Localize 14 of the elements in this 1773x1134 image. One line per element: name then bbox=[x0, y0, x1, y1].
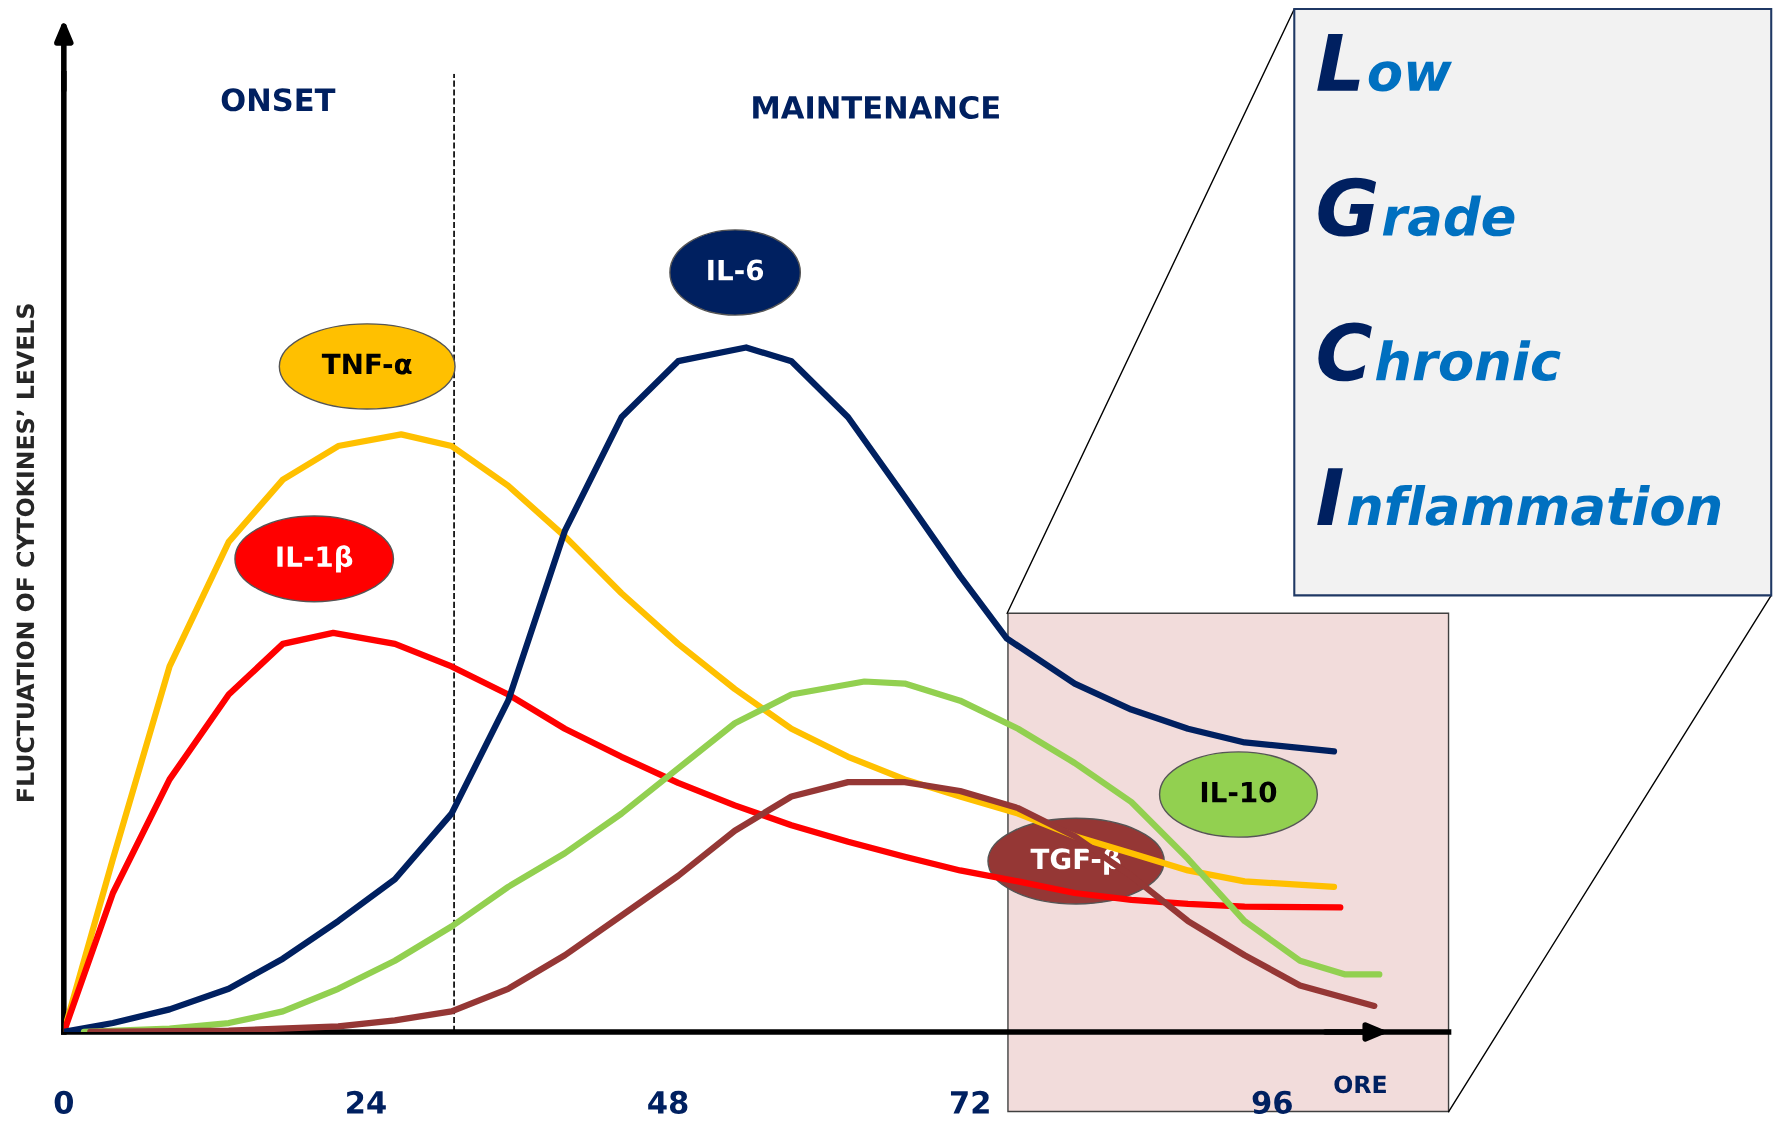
x-tick-label: 48 bbox=[648, 1090, 688, 1114]
x-tick-label: 96 bbox=[1252, 1090, 1292, 1114]
y-axis-title: FLUCTUATION OF CYTOKINES’ LEVELS bbox=[16, 304, 35, 801]
text: IL-1β bbox=[277, 545, 353, 573]
x-tick-label: 24 bbox=[347, 1090, 386, 1114]
x-tick-label: 72 bbox=[950, 1090, 989, 1114]
x-tick-label: 0 bbox=[54, 1090, 73, 1114]
series-label: IL-10 bbox=[1201, 781, 1277, 803]
text: IL-6 bbox=[708, 259, 764, 281]
x-axis-title: ORE bbox=[1334, 1075, 1386, 1094]
text: Low Grade Chronic Inflammation bbox=[1317, 34, 1721, 526]
text: ONSET bbox=[221, 88, 336, 112]
text: MAINTENANCE bbox=[753, 95, 999, 119]
text: TNF-α bbox=[321, 353, 412, 375]
